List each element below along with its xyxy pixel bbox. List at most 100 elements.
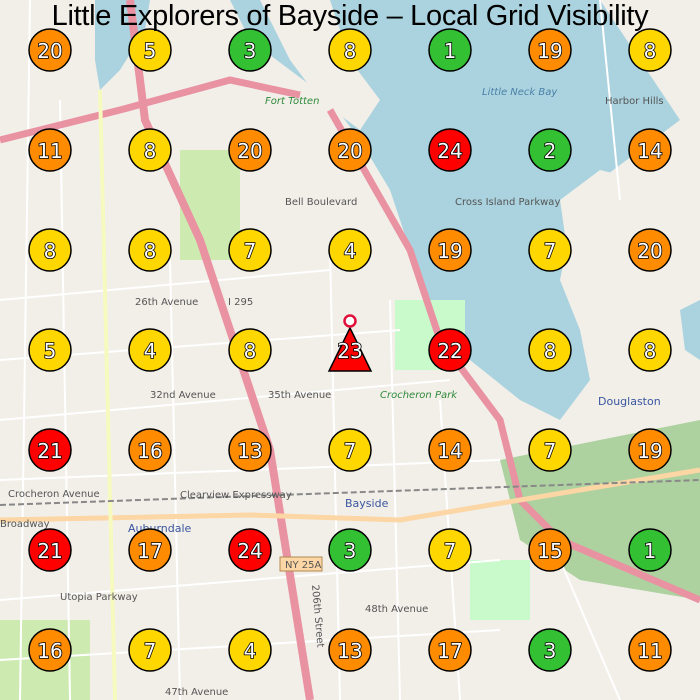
grid-cell-circle — [228, 428, 272, 472]
grid-cell-value: 5 — [44, 339, 57, 363]
park-area — [470, 560, 530, 620]
grid-cell-value: 16 — [137, 439, 162, 463]
grid-cell-marker[interactable]: 7 — [228, 228, 272, 272]
grid-cell-value: 20 — [337, 139, 362, 163]
water-east — [680, 300, 700, 360]
grid-cell-marker[interactable]: 1 — [428, 28, 472, 72]
grid-cell-circle — [128, 328, 172, 372]
grid-cell-circle — [28, 28, 72, 72]
grid-cell-marker[interactable]: 2 — [528, 128, 572, 172]
grid-cell-value: 7 — [144, 639, 157, 663]
grid-cell-circle — [228, 228, 272, 272]
grid-cell-marker[interactable]: 24 — [428, 128, 472, 172]
grid-cell-marker[interactable]: 20 — [28, 28, 72, 72]
grid-cell-marker[interactable]: 3 — [228, 28, 272, 72]
grid-cell-marker[interactable]: 8 — [628, 328, 672, 372]
grid-cell-marker[interactable]: 16 — [128, 428, 172, 472]
grid-cell-marker[interactable]: 19 — [628, 428, 672, 472]
grid-cell-marker[interactable]: 22 — [428, 328, 472, 372]
ny25a-shield — [279, 556, 323, 572]
grid-cell-circle — [528, 328, 572, 372]
grid-cell-marker[interactable]: 19 — [528, 28, 572, 72]
label-fort-totten: Fort Totten — [265, 96, 319, 107]
grid-cell-marker[interactable]: 16 — [28, 628, 72, 672]
grid-cell-marker[interactable]: 7 — [328, 428, 372, 472]
grid-cell-value: 8 — [544, 339, 557, 363]
grid-cell-marker[interactable]: 21 — [28, 528, 72, 572]
grid-cell-circle — [628, 228, 672, 272]
grid-cell-value: 8 — [644, 39, 657, 63]
grid-cell-value: 20 — [37, 39, 62, 63]
grid-cell-marker[interactable]: 4 — [328, 228, 372, 272]
grid-cell-marker[interactable]: 8 — [128, 128, 172, 172]
grid-cell-marker[interactable]: 20 — [628, 228, 672, 272]
grid-cell-marker[interactable]: 11 — [628, 628, 672, 672]
grid-cell-value: 4 — [244, 639, 257, 663]
grid-cell-marker[interactable]: 20 — [228, 128, 272, 172]
label-utopia-parkway: Utopia Parkway — [60, 592, 138, 603]
map-pin-icon — [343, 314, 357, 328]
grid-cell-marker[interactable]: 7 — [128, 628, 172, 672]
grid-cell-marker[interactable]: 4 — [228, 628, 272, 672]
grid-cell-circle — [528, 28, 572, 72]
grid-cell-circle — [128, 428, 172, 472]
grid-cell-marker[interactable]: 8 — [528, 328, 572, 372]
grid-cell-circle — [328, 128, 372, 172]
fort-totten-land — [260, 0, 380, 130]
grid-cell-value: 7 — [544, 239, 557, 263]
grid-cell-marker[interactable]: 24 — [228, 528, 272, 572]
grid-cell-value: 1 — [644, 539, 657, 563]
grid-cell-marker[interactable]: 5 — [128, 28, 172, 72]
grid-cell-marker[interactable]: 3 — [328, 528, 372, 572]
grid-cell-value: 7 — [244, 239, 257, 263]
grid-cell-marker[interactable]: 7 — [428, 528, 472, 572]
grid-cell-marker[interactable]: 3 — [528, 628, 572, 672]
water-little-neck-bay — [95, 0, 680, 420]
grid-cell-marker[interactable]: 8 — [328, 28, 372, 72]
grid-cell-marker[interactable]: 7 — [528, 228, 572, 272]
label-i295: I 295 — [228, 297, 253, 308]
grid-cell-value: 2 — [544, 139, 557, 163]
grid-cell-value: 15 — [537, 539, 562, 563]
label-26th-avenue: 26th Avenue — [135, 297, 198, 308]
grid-cell-marker[interactable]: 23 — [327, 314, 373, 372]
grid-cell-circle — [428, 28, 472, 72]
grid-cell-marker[interactable]: 8 — [628, 28, 672, 72]
grid-cell-value: 7 — [344, 439, 357, 463]
grid-cell-circle — [128, 228, 172, 272]
grid-cell-marker[interactable]: 15 — [528, 528, 572, 572]
grid-cell-marker[interactable]: 7 — [528, 428, 572, 472]
grid-cell-value: 13 — [337, 639, 362, 663]
grid-cell-value: 21 — [37, 439, 62, 463]
grid-cell-circle — [28, 628, 72, 672]
grid-cell-marker[interactable]: 21 — [28, 428, 72, 472]
current-location-triangle — [327, 326, 373, 372]
grid-cell-marker[interactable]: 11 — [28, 128, 72, 172]
grid-cell-marker[interactable]: 19 — [428, 228, 472, 272]
grid-cell-circle — [528, 628, 572, 672]
label-little-neck-bay: Little Neck Bay — [482, 87, 558, 98]
grid-cell-marker[interactable]: 4 — [128, 328, 172, 372]
grid-cell-marker[interactable]: 20 — [328, 128, 372, 172]
label-crocheron-park: Crocheron Park — [380, 390, 458, 401]
grid-cell-marker[interactable]: 17 — [128, 528, 172, 572]
grid-cell-marker[interactable]: 14 — [628, 128, 672, 172]
grid-cell-value: 8 — [344, 39, 357, 63]
grid-cell-marker[interactable]: 13 — [328, 628, 372, 672]
grid-cell-marker[interactable]: 1 — [628, 528, 672, 572]
label-48th-avenue: 48th Avenue — [365, 604, 428, 615]
grid-cell-marker[interactable]: 8 — [128, 228, 172, 272]
grid-cell-circle — [428, 128, 472, 172]
grid-cell-marker[interactable]: 13 — [228, 428, 272, 472]
i295-road — [0, 76, 301, 144]
grid-cell-marker[interactable]: 5 — [28, 328, 72, 372]
label-douglaston: Douglaston — [598, 395, 661, 408]
grid-cell-marker[interactable]: 8 — [228, 328, 272, 372]
label-broadway: Broadway — [0, 519, 50, 530]
grid-cell-marker[interactable]: 8 — [28, 228, 72, 272]
grid-cell-marker[interactable]: 17 — [428, 628, 472, 672]
grid-cell-marker[interactable]: 14 — [428, 428, 472, 472]
grid-cell-value: 4 — [344, 239, 357, 263]
